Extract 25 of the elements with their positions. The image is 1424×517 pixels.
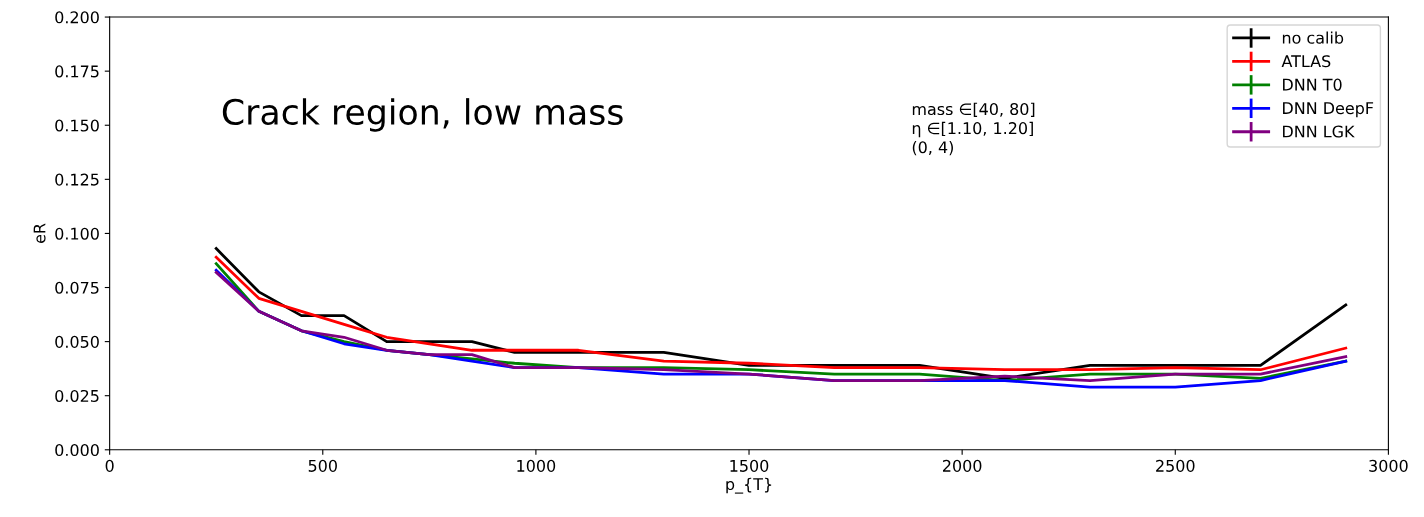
legend-label: DNN DeepF — [1283, 102, 1374, 118]
y-tick-label: 0.075 — [55, 281, 99, 294]
y-tick-label: 0.150 — [55, 119, 99, 132]
legend-label: no calib — [1282, 31, 1344, 44]
legend-label: DNN T0 — [1283, 78, 1342, 91]
x-tick-label: 2500 — [1156, 459, 1195, 472]
legend-label: DNN LGK — [1283, 125, 1355, 138]
y-tick-label: 0.175 — [55, 65, 99, 78]
legend-label: ATLAS — [1281, 55, 1331, 68]
y-tick-label: 0.100 — [55, 227, 99, 240]
x-tick-label: 3000 — [1369, 459, 1408, 472]
x-tick-label: 2000 — [943, 459, 982, 472]
x-tick-label: 500 — [308, 459, 337, 472]
annotation: mass ∈[40, 80] η ∈[1.10, 1.20] (0, 4) — [912, 102, 1035, 156]
y-tick-label: 0.050 — [55, 335, 99, 348]
x-tick-label: 1000 — [517, 459, 556, 472]
y-tick-label: 0.025 — [55, 389, 99, 402]
y-tick-label: 0.000 — [55, 444, 99, 457]
annotation: Crack region, low mass — [222, 98, 623, 132]
x-tick-label: 0 — [105, 459, 114, 472]
x-axis-title: p_{T} — [726, 477, 772, 494]
y-axis-title: eR — [33, 223, 46, 244]
y-tick-label: 0.125 — [55, 173, 99, 186]
y-tick-label: 0.200 — [55, 11, 99, 24]
x-tick-label: 1500 — [730, 459, 769, 472]
